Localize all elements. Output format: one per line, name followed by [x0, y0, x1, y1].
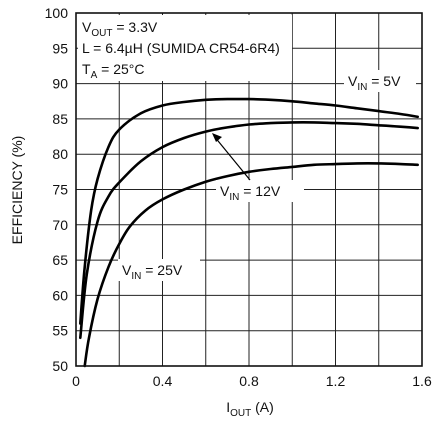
- series-line-12v: [79, 121, 419, 340]
- condition-inductor: L = 6.4µH (SUMIDA CR54-6R4): [82, 40, 280, 56]
- x-tick-label: 1.6: [412, 373, 432, 389]
- x-tick-label: 0.4: [153, 373, 173, 389]
- series-label-5v: VIN = 5V: [344, 70, 416, 93]
- series-label-5v-background: [344, 70, 416, 92]
- y-tick-label: 80: [52, 146, 68, 162]
- y-tick-label: 65: [52, 252, 68, 268]
- y-tick-label: 55: [52, 323, 68, 339]
- y-tick-label: 90: [52, 76, 68, 92]
- y-axis-title: EFFICIENCY (%): [9, 136, 25, 245]
- plot-frame: [75, 12, 423, 367]
- x-axis-title: IOUT (A): [226, 399, 274, 419]
- series-line-5v: [79, 97, 419, 325]
- condition-vout: VOUT = 3.3V: [82, 19, 158, 39]
- series-label-12v-background: [216, 180, 304, 202]
- x-tick-label: 0.8: [239, 373, 259, 389]
- series-line-25v: [83, 162, 419, 368]
- y-tick-label: 50: [52, 358, 68, 374]
- conditions-block: VOUT = 3.3V L = 6.4µH (SUMIDA CR54-6R4) …: [78, 15, 292, 81]
- y-tick-label: 75: [52, 182, 68, 198]
- y-tick-label: 95: [52, 40, 68, 56]
- series-label-5v-text: VIN = 5V: [348, 73, 401, 93]
- y-tick-label: 85: [52, 111, 68, 127]
- x-tick-label: 0: [72, 373, 80, 389]
- series-label-25v-text: VIN = 25V: [122, 262, 183, 282]
- series-group: [79, 97, 419, 368]
- series-label-12v-text: VIN = 12V: [220, 183, 281, 203]
- grid: [75, 12, 423, 367]
- y-tick-label: 100: [45, 5, 69, 21]
- series-label-12v: VIN = 12V: [212, 133, 304, 203]
- y-tick-label: 70: [52, 217, 68, 233]
- x-tick-label: 1.2: [326, 373, 346, 389]
- conditions-background: [78, 15, 292, 81]
- series-label-12v-arrowhead: [212, 133, 222, 142]
- tick-labels: 0 0.4 0.8 1.2 1.6 50 55 60 65 70 75 80 85 90 95 100: [45, 5, 432, 389]
- series-label-25v: VIN = 25V: [118, 259, 200, 282]
- condition-temperature: TA = 25°C: [82, 61, 144, 81]
- series-label-25v-background: [118, 259, 200, 281]
- y-tick-label: 60: [52, 287, 68, 303]
- series-label-12v-arrow-line: [213, 135, 251, 181]
